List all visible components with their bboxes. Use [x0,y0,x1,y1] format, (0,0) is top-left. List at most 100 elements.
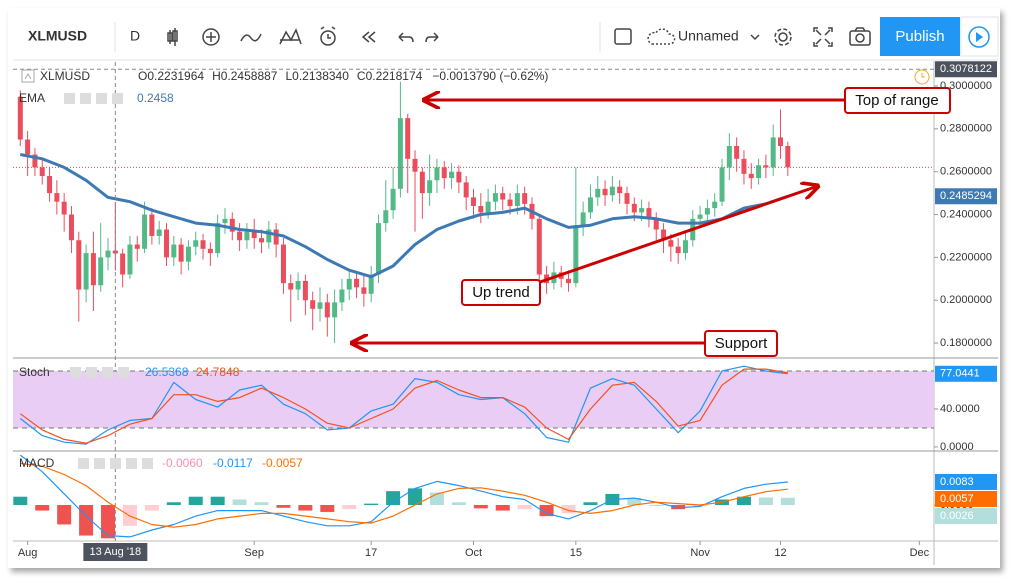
arrow [539,186,818,284]
macd-histogram-bar [517,505,532,510]
timer-icon-hand [921,73,925,78]
candle-body [704,208,710,215]
ema-last-label: 0.2485294 [940,190,992,202]
legend-value: 0.2458887 [221,69,278,83]
legend-value: 0.2138340 [292,69,349,83]
candle-body [653,218,659,230]
macd-histogram-bar [408,488,423,506]
macd-last-label-bg [935,490,997,507]
candle-body [222,218,228,224]
macd-histogram-bar [693,505,708,507]
macd-line [20,462,788,528]
candle-body [580,212,586,226]
macd-histogram-bar [57,505,72,525]
chart-style-button[interactable] [167,28,178,46]
macd-histogram-bar [166,502,181,506]
x-tick-label: 15 [570,547,582,559]
x-tick-label: Sep [244,547,264,559]
fullscreen-button[interactable] [813,27,833,47]
stoch-legend-value: 26.5368 [145,365,189,379]
candle-body [383,210,389,224]
ema-legend-icons[interactable] [64,93,123,104]
candle-body [171,244,177,258]
callout-box [704,330,778,357]
snapshot-button[interactable] [849,27,871,46]
collapse-icon[interactable] [21,69,35,83]
undo-button[interactable] [398,32,414,43]
candle-body [280,244,286,284]
candle-body [631,203,637,213]
layout-button[interactable] [614,28,632,45]
candle-body [522,193,528,204]
redo-button[interactable] [425,32,439,43]
macd-histogram-bar [320,505,335,512]
macd-histogram-bar [495,505,510,511]
candle-body [39,167,45,176]
dropdown-chevron[interactable] [750,34,760,41]
macd-histogram-bar [13,496,28,506]
candle-body [98,257,104,286]
macd-histogram-bar [298,505,313,511]
interval-button[interactable]: D [130,28,140,44]
annotations: Top of range Up trend Support [352,87,951,357]
replay-button[interactable] [361,31,376,43]
candle-body [178,244,184,262]
callout-text: Top of range [855,92,938,109]
candle-body [68,214,74,241]
candle-body [375,223,381,275]
callout-box [844,87,951,114]
publish-button[interactable] [880,17,960,56]
callout-text: Support [715,335,768,352]
candle-body [302,280,308,301]
stoch-last-label-bg [935,365,997,382]
ema-last-label-bg [935,188,997,205]
stoch-legend-icons[interactable] [70,367,129,378]
candle-body [682,240,688,254]
compare-button[interactable] [240,33,262,42]
candle-body [763,165,769,168]
candle-body [164,229,169,258]
candle-body [61,201,67,215]
callout-box [461,279,541,306]
legend-symbol: XLMUSD [40,69,90,83]
y-tick-label: 0.2200000 [940,251,992,263]
candle-body [83,253,89,290]
indicators-button[interactable] [202,28,220,46]
alert-button[interactable] [320,26,336,46]
macd-histogram-bar [583,502,598,506]
candle-body [514,193,520,206]
candle-body [595,188,601,198]
candle-body [500,193,506,200]
macd-histogram-bar [780,497,795,506]
candle-body [697,214,703,219]
stream-icon-play [976,32,983,42]
candle-body [602,188,608,196]
symbol-button[interactable]: XLMUSD [28,28,87,44]
macd-histogram-bar [671,505,686,510]
settings-button[interactable] [774,28,792,46]
candle-body [646,208,652,219]
y-tick-label: 40.0000 [940,403,980,415]
candle-body [251,231,257,239]
macd-histogram-bar [254,502,269,506]
x-tick-label: 12 [774,547,786,559]
candle-body [346,278,352,290]
macd-histogram-bar [539,505,554,517]
crosshair-price-bg [935,61,997,78]
x-tick-label: Dec [910,547,930,559]
crosshair-price: 0.3078122 [940,63,992,75]
stoch-legend-value: 24.7848 [196,365,240,379]
candle-body [624,193,630,204]
templates-button[interactable] [279,28,302,45]
layout-name[interactable]: Unnamed [678,28,739,44]
macd-histogram-bar [144,505,159,511]
x-tick-label: Oct [465,547,482,559]
y-tick-label: 0.3000000 [940,80,992,92]
macd-histogram-bar [276,505,291,508]
candle-body [295,280,301,290]
macd-histogram-bar [188,496,203,506]
candle-body [310,300,316,309]
macd-legend-icons[interactable] [78,458,153,469]
legend-key: C [357,69,366,83]
